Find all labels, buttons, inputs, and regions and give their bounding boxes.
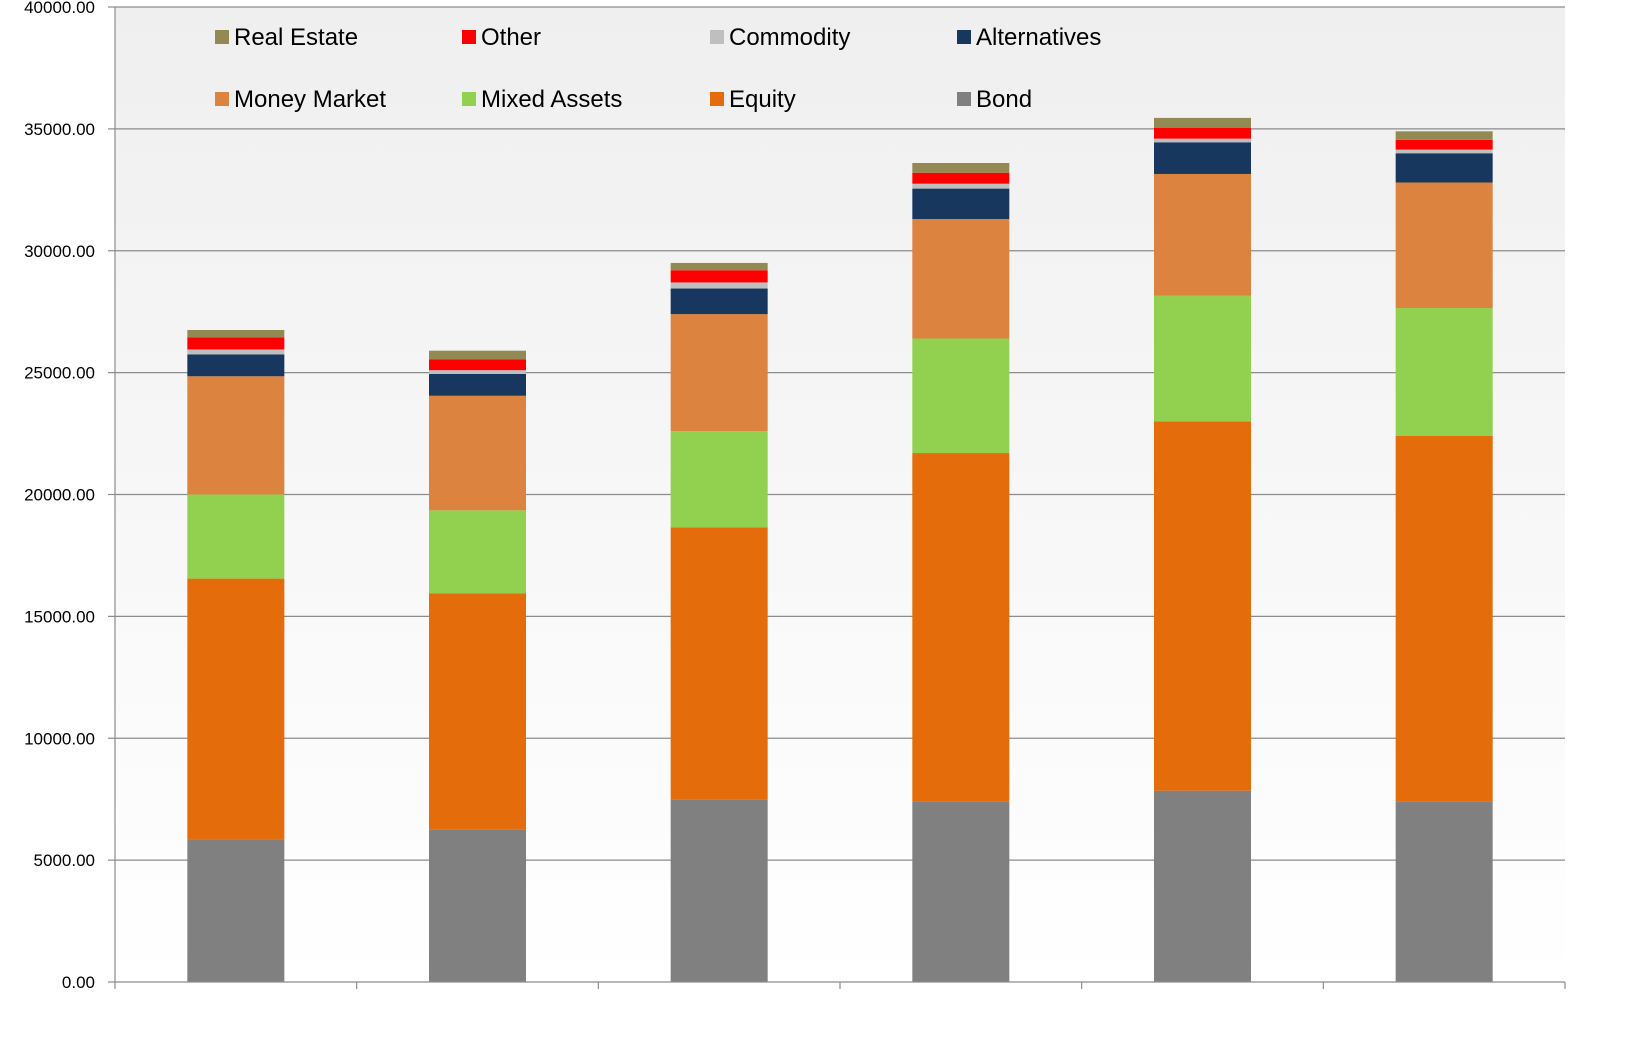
legend-swatch-commodity bbox=[710, 30, 724, 44]
bar-segment-real-estate bbox=[1396, 131, 1493, 140]
bar-segment-bond bbox=[1154, 791, 1251, 982]
bar-segment-bond bbox=[187, 839, 284, 982]
bar-segment-real-estate bbox=[429, 351, 526, 360]
bar-segment-bond bbox=[671, 799, 768, 982]
bar-segment-equity bbox=[1154, 421, 1251, 790]
bar-segment-alternatives bbox=[1154, 142, 1251, 174]
bar-segment-commodity bbox=[187, 349, 284, 354]
bar-segment-other bbox=[671, 270, 768, 282]
bar-segment-mixed-assets bbox=[671, 431, 768, 527]
bar-segment-money-market bbox=[912, 219, 1009, 338]
y-tick-label: 0.00 bbox=[62, 973, 95, 992]
bar-segment-commodity bbox=[1396, 150, 1493, 154]
legend-label-alternatives: Alternatives bbox=[976, 24, 1101, 51]
bar-segment-other bbox=[912, 173, 1009, 184]
bar-segment-money-market bbox=[671, 314, 768, 431]
bar-segment-mixed-assets bbox=[187, 495, 284, 579]
bar-segment-other bbox=[1396, 140, 1493, 150]
bar-segment-mixed-assets bbox=[429, 510, 526, 593]
y-tick-label: 40000.00 bbox=[24, 0, 95, 17]
legend-label-commodity: Commodity bbox=[729, 24, 850, 51]
bar-segment-bond bbox=[1396, 802, 1493, 982]
bar-segment-real-estate bbox=[1154, 118, 1251, 128]
bar-segment-commodity bbox=[671, 282, 768, 288]
legend-swatch-alternatives bbox=[957, 30, 971, 44]
y-tick-label: 30000.00 bbox=[24, 242, 95, 261]
bar-segment-real-estate bbox=[671, 263, 768, 270]
legend-label-bond: Bond bbox=[976, 86, 1032, 113]
bar-segment-alternatives bbox=[671, 289, 768, 315]
bar-segment-bond bbox=[429, 830, 526, 982]
bar-segment-equity bbox=[1396, 436, 1493, 802]
bar-segment-equity bbox=[671, 527, 768, 799]
bar-segment-alternatives bbox=[187, 354, 284, 376]
bar-segment-mixed-assets bbox=[1396, 308, 1493, 436]
bar-segment-real-estate bbox=[912, 163, 1009, 173]
bar-segment-other bbox=[187, 337, 284, 349]
y-tick-label: 10000.00 bbox=[24, 729, 95, 748]
y-tick-label: 15000.00 bbox=[24, 607, 95, 626]
legend-swatch-bond bbox=[957, 92, 971, 106]
legend-swatch-real-estate bbox=[215, 30, 229, 44]
legend-swatch-mixed-assets bbox=[462, 92, 476, 106]
bar-segment-mixed-assets bbox=[1154, 296, 1251, 422]
bar-segment-money-market bbox=[187, 376, 284, 494]
legend-label-real-estate: Real Estate bbox=[234, 24, 358, 51]
bar-segment-alternatives bbox=[429, 374, 526, 396]
bar-segment-other bbox=[429, 359, 526, 370]
bar-segment-alternatives bbox=[1396, 153, 1493, 182]
bar-segment-equity bbox=[429, 593, 526, 829]
legend-label-money-market: Money Market bbox=[234, 86, 386, 113]
bar-segment-mixed-assets bbox=[912, 339, 1009, 454]
bar-segment-equity bbox=[912, 453, 1009, 802]
bar-segment-money-market bbox=[1396, 183, 1493, 309]
bar-segment-other bbox=[1154, 128, 1251, 139]
bar-segment-commodity bbox=[1154, 139, 1251, 143]
bar-segment-equity bbox=[187, 579, 284, 840]
y-tick-label: 5000.00 bbox=[34, 851, 95, 870]
legend-swatch-money-market bbox=[215, 92, 229, 106]
bar-segment-real-estate bbox=[187, 330, 284, 337]
legend-label-other: Other bbox=[481, 24, 541, 51]
y-tick-label: 35000.00 bbox=[24, 120, 95, 139]
legend-swatch-other bbox=[462, 30, 476, 44]
legend-swatch-equity bbox=[710, 92, 724, 106]
bar-segment-commodity bbox=[912, 184, 1009, 189]
y-tick-label: 25000.00 bbox=[24, 364, 95, 383]
bar-segment-bond bbox=[912, 802, 1009, 982]
bar-segment-money-market bbox=[1154, 174, 1251, 296]
bar-segment-money-market bbox=[429, 396, 526, 511]
bar-segment-commodity bbox=[429, 370, 526, 374]
y-tick-label: 20000.00 bbox=[24, 486, 95, 505]
legend-label-equity: Equity bbox=[729, 86, 796, 113]
bar-segment-alternatives bbox=[912, 189, 1009, 219]
legend-label-mixed-assets: Mixed Assets bbox=[481, 86, 622, 113]
